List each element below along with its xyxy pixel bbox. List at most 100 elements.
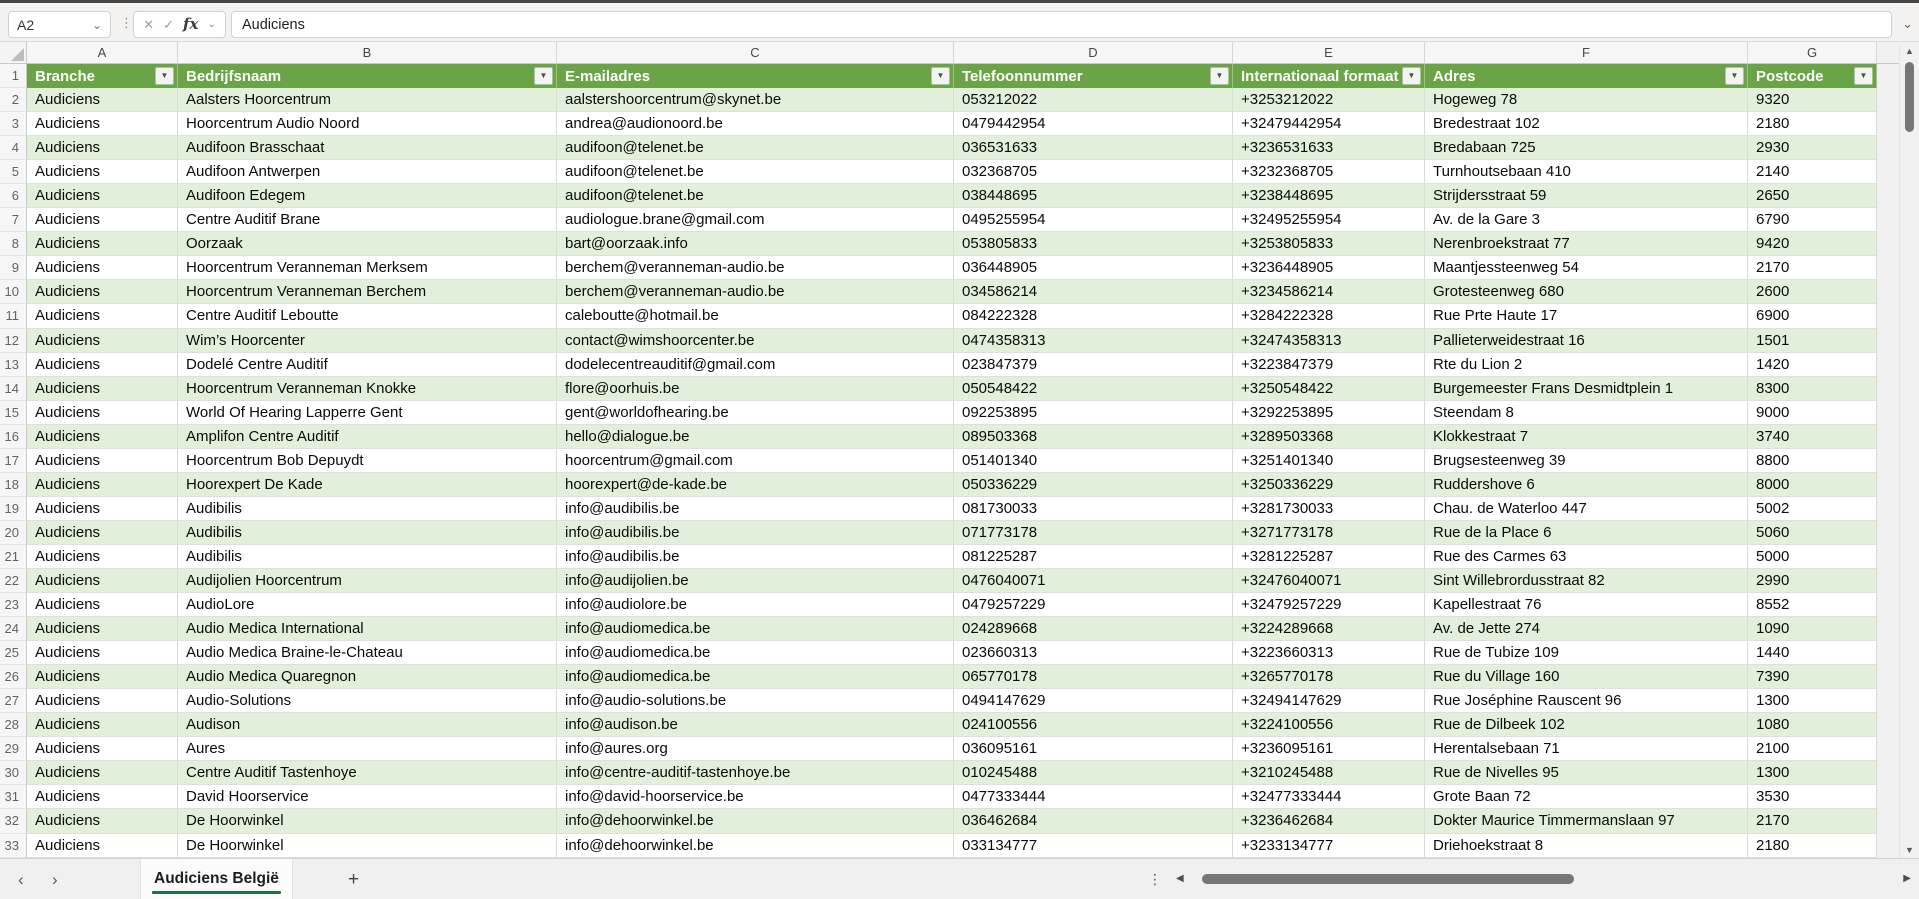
cell-E29[interactable]: +3236095161 xyxy=(1233,737,1425,762)
cell-D28[interactable]: 024100556 xyxy=(954,713,1233,738)
cell-G20[interactable]: 5060 xyxy=(1748,520,1877,545)
cell-B3[interactable]: Hoorcentrum Audio Noord xyxy=(178,112,557,137)
row-number-11[interactable]: 11 xyxy=(0,304,27,329)
row-number-24[interactable]: 24 xyxy=(0,617,27,642)
cell-C2[interactable]: aalstershoorcentrum@skynet.be xyxy=(557,88,954,113)
cell-C29[interactable]: info@aures.org xyxy=(557,737,954,762)
cell-C6[interactable]: audifoon@telenet.be xyxy=(557,184,954,209)
cell-A22[interactable]: Audiciens xyxy=(27,568,178,594)
cell-B2[interactable]: Aalsters Hoorcentrum xyxy=(178,88,557,113)
cell-C33[interactable]: info@dehoorwinkel.be xyxy=(557,833,954,858)
scroll-right-icon[interactable]: ▶ xyxy=(1903,873,1911,884)
cell-E6[interactable]: +3238448695 xyxy=(1233,184,1425,209)
cell-F13[interactable]: Rte du Lion 2 xyxy=(1425,352,1748,377)
cell-G5[interactable]: 2140 xyxy=(1748,160,1877,185)
cell-E12[interactable]: +32474358313 xyxy=(1233,328,1425,353)
cell-B6[interactable]: Audifoon Edegem xyxy=(178,184,557,209)
cell-C12[interactable]: contact@wimshoorcenter.be xyxy=(557,328,954,353)
cancel-entry-icon[interactable]: ✕ xyxy=(143,17,154,32)
cell-A7[interactable]: Audiciens xyxy=(27,208,178,233)
cell-G19[interactable]: 5002 xyxy=(1748,496,1877,521)
cell-A28[interactable]: Audiciens xyxy=(27,713,178,738)
cell-E25[interactable]: +3223660313 xyxy=(1233,641,1425,666)
cell-B21[interactable]: Audibilis xyxy=(178,544,557,569)
cell-A15[interactable]: Audiciens xyxy=(27,400,178,425)
cell-E16[interactable]: +3289503368 xyxy=(1233,424,1425,449)
cell-C20[interactable]: info@audibilis.be xyxy=(557,520,954,545)
cell-E30[interactable]: +3210245488 xyxy=(1233,761,1425,786)
column-header-E[interactable]: Internationaal formaat ▼ xyxy=(1233,64,1425,89)
row-number-26[interactable]: 26 xyxy=(0,665,27,690)
horizontal-scrollbar[interactable]: ◀ ▶ xyxy=(1176,859,1911,899)
cell-F16[interactable]: Klokkestraat 7 xyxy=(1425,424,1748,449)
cell-F25[interactable]: Rue de Tubize 109 xyxy=(1425,641,1748,666)
cell-B24[interactable]: Audio Medica International xyxy=(178,617,557,642)
cell-C18[interactable]: hoorexpert@de-kade.be xyxy=(557,472,954,497)
cell-G6[interactable]: 2650 xyxy=(1748,184,1877,209)
cell-B22[interactable]: Audijolien Hoorcentrum xyxy=(178,568,557,594)
cell-E5[interactable]: +3232368705 xyxy=(1233,160,1425,185)
cell-E32[interactable]: +3236462684 xyxy=(1233,809,1425,834)
cell-B30[interactable]: Centre Auditif Tastenhoye xyxy=(178,761,557,786)
row-number-21[interactable]: 21 xyxy=(0,544,27,569)
cell-A31[interactable]: Audiciens xyxy=(27,785,178,810)
cell-G7[interactable]: 6790 xyxy=(1748,208,1877,233)
row-number-28[interactable]: 28 xyxy=(0,713,27,738)
cell-E4[interactable]: +3236531633 xyxy=(1233,136,1425,161)
row-number-20[interactable]: 20 xyxy=(0,520,27,545)
cell-B20[interactable]: Audibilis xyxy=(178,520,557,545)
row-number-25[interactable]: 25 xyxy=(0,641,27,666)
cell-F15[interactable]: Steendam 8 xyxy=(1425,400,1748,425)
add-sheet-icon[interactable]: + xyxy=(348,868,360,890)
cell-A13[interactable]: Audiciens xyxy=(27,352,178,377)
cell-D6[interactable]: 038448695 xyxy=(954,184,1233,209)
cell-A6[interactable]: Audiciens xyxy=(27,184,178,209)
horizontal-scrollbar-thumb[interactable] xyxy=(1201,874,1574,884)
column-letter-G[interactable]: G xyxy=(1748,42,1877,64)
horizontal-scrollbar-track[interactable] xyxy=(1190,874,1898,884)
cell-E11[interactable]: +3284222328 xyxy=(1233,304,1425,329)
cell-G16[interactable]: 3740 xyxy=(1748,424,1877,449)
filter-dropdown-icon[interactable]: ▼ xyxy=(1402,67,1421,86)
cell-E33[interactable]: +3233134777 xyxy=(1233,833,1425,858)
cell-B14[interactable]: Hoorcentrum Veranneman Knokke xyxy=(178,376,557,401)
cell-C5[interactable]: audifoon@telenet.be xyxy=(557,160,954,185)
scroll-left-icon[interactable]: ◀ xyxy=(1176,873,1184,884)
row-number-17[interactable]: 17 xyxy=(0,448,27,473)
cell-A14[interactable]: Audiciens xyxy=(27,376,178,401)
cell-A5[interactable]: Audiciens xyxy=(27,160,178,185)
row-number-32[interactable]: 32 xyxy=(0,809,27,834)
cell-D19[interactable]: 081730033 xyxy=(954,496,1233,521)
cell-E24[interactable]: +3224289668 xyxy=(1233,617,1425,642)
cell-D3[interactable]: 0479442954 xyxy=(954,112,1233,137)
cell-C16[interactable]: hello@dialogue.be xyxy=(557,424,954,449)
cell-E18[interactable]: +3250336229 xyxy=(1233,472,1425,497)
column-header-D[interactable]: Telefoonnummer ▼ xyxy=(954,64,1233,89)
cell-B18[interactable]: Hoorexpert De Kade xyxy=(178,472,557,497)
cell-D25[interactable]: 023660313 xyxy=(954,641,1233,666)
cell-A25[interactable]: Audiciens xyxy=(27,641,178,666)
cell-B31[interactable]: David Hoorservice xyxy=(178,785,557,810)
select-all-button[interactable] xyxy=(0,42,27,64)
row-number-13[interactable]: 13 xyxy=(0,352,27,377)
column-header-C[interactable]: E-mailadres ▼ xyxy=(557,64,954,89)
cell-E19[interactable]: +3281730033 xyxy=(1233,496,1425,521)
cell-E31[interactable]: +32477333444 xyxy=(1233,785,1425,810)
row-number-12[interactable]: 12 xyxy=(0,328,27,353)
cell-G31[interactable]: 3530 xyxy=(1748,785,1877,810)
vertical-scrollbar-thumb[interactable] xyxy=(1905,62,1914,132)
cell-E27[interactable]: +32494147629 xyxy=(1233,689,1425,714)
cell-F24[interactable]: Av. de Jette 274 xyxy=(1425,617,1748,642)
column-letter-B[interactable]: B xyxy=(178,42,557,64)
cell-D4[interactable]: 036531633 xyxy=(954,136,1233,161)
cell-B10[interactable]: Hoorcentrum Veranneman Berchem xyxy=(178,280,557,305)
cell-F3[interactable]: Bredestraat 102 xyxy=(1425,112,1748,137)
cell-G15[interactable]: 9000 xyxy=(1748,400,1877,425)
cell-A11[interactable]: Audiciens xyxy=(27,304,178,329)
cell-C13[interactable]: dodelecentreauditif@gmail.com xyxy=(557,352,954,377)
cell-B17[interactable]: Hoorcentrum Bob Depuydt xyxy=(178,448,557,473)
cell-D12[interactable]: 0474358313 xyxy=(954,328,1233,353)
row-number-7[interactable]: 7 xyxy=(0,208,27,233)
cell-A9[interactable]: Audiciens xyxy=(27,256,178,281)
cell-B13[interactable]: Dodelé Centre Auditif xyxy=(178,352,557,377)
